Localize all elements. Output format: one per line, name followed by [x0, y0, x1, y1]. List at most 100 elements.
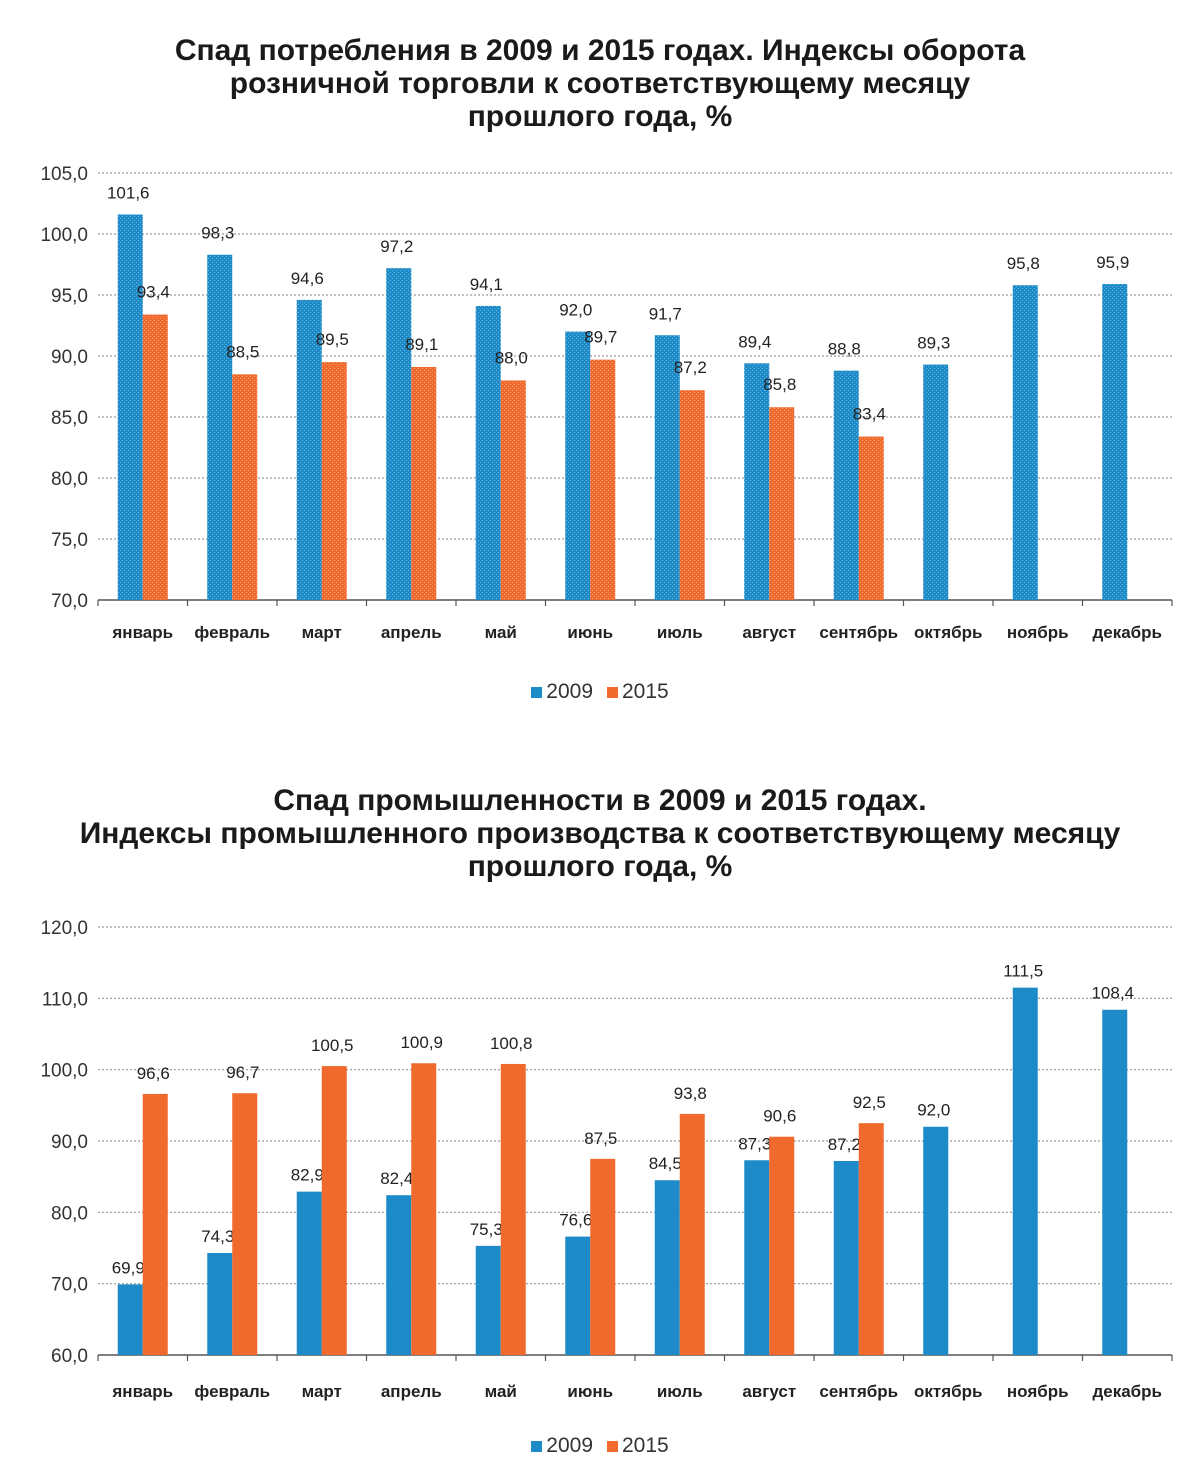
bar-2009	[296, 299, 322, 600]
legend-swatch-2009	[531, 1440, 543, 1452]
bar-2015	[232, 374, 258, 600]
y-tick-label: 70,0	[51, 1275, 88, 1296]
chart-1-title-line: прошлого года, %	[467, 100, 733, 133]
data-label-2009: 89,4	[738, 332, 771, 351]
x-category-label: август	[742, 1382, 796, 1401]
data-label-2015: 100,8	[490, 1034, 533, 1053]
data-label-2009: 69,9	[112, 1258, 145, 1277]
x-category-label: март	[302, 623, 342, 642]
data-label-2015: 83,4	[853, 405, 886, 424]
legend-swatch-2009	[531, 686, 543, 698]
chart-1-legend: 2009 2015	[0, 680, 1200, 704]
chart-2-title-line: Спад промышленности в 2009 и 2015 годах.	[273, 784, 927, 817]
x-category-label: ноябрь	[1007, 1382, 1069, 1401]
chart-1-title: Спад потребления в 2009 и 2015 годах. Ин…	[0, 34, 1200, 133]
industry-chart: 60,0 70,0 80,0 90,0 100,0 110,0 120,0 январь 69,…	[40, 918, 1173, 1401]
y-tick-label: 100,0	[40, 1061, 88, 1082]
legend-item-2009: 2009	[531, 1434, 593, 1458]
data-label-2009: 98,3	[201, 224, 234, 243]
data-label-2015: 92,5	[853, 1093, 886, 1112]
chart-2-title-line: Индексы промышленного производства к соо…	[79, 817, 1121, 850]
legend-item-2015: 2015	[607, 680, 669, 704]
y-tick-label: 95,0	[51, 286, 88, 307]
data-label-2009: 82,4	[380, 1169, 413, 1188]
data-label-2009: 97,2	[380, 237, 413, 256]
y-tick-label: 100,0	[40, 225, 88, 246]
bar-2009	[386, 268, 412, 600]
chart-1-title-line: Спад потребления в 2009 и 2015 годах. Ин…	[174, 34, 1026, 67]
data-label-2009: 88,8	[828, 340, 861, 359]
x-category-label: июль	[657, 1382, 703, 1401]
bar-2009	[923, 1126, 949, 1355]
bar-2009	[386, 1195, 412, 1355]
data-label-2009: 94,1	[470, 275, 503, 294]
data-label-2009: 108,4	[1091, 984, 1134, 1003]
data-label-2015: 88,5	[226, 342, 259, 361]
data-label-2015: 96,7	[226, 1063, 259, 1082]
x-category-label: июнь	[567, 623, 613, 642]
bar-2009	[923, 364, 949, 600]
data-label-2015: 90,6	[763, 1107, 796, 1126]
x-category-label: июнь	[567, 1382, 613, 1401]
retail-chart: 70,0 75,0 80,0 85,0 90,0 95,0 100,0 105,0 январь…	[40, 164, 1173, 642]
y-tick-label: 110,0	[42, 989, 88, 1010]
y-tick-label: 90,0	[51, 347, 88, 368]
x-category-label: декабрь	[1092, 1382, 1162, 1401]
x-category-label: октябрь	[914, 1382, 982, 1401]
bar-2009	[833, 1160, 859, 1355]
chart-2-title: Спад промышленности в 2009 и 2015 годах.…	[0, 784, 1200, 883]
data-label-2015: 100,9	[400, 1033, 443, 1052]
bar-2015	[858, 436, 884, 600]
legend-label-2015: 2015	[622, 680, 669, 703]
bar-2015	[679, 1113, 705, 1355]
x-category-label: апрель	[381, 623, 442, 642]
legend-label-2009: 2009	[546, 680, 593, 703]
chart-2-title-line: прошлого года, %	[467, 850, 733, 883]
y-tick-label: 90,0	[51, 1132, 88, 1153]
bar-2015	[679, 390, 705, 600]
bar-2015	[321, 1066, 347, 1355]
x-category-label: май	[485, 1382, 517, 1401]
bar-2015	[411, 366, 437, 600]
y-tick-label: 75,0	[51, 530, 88, 551]
y-tick-label: 70,0	[51, 591, 88, 612]
x-category-label: сентябрь	[819, 1382, 898, 1401]
x-category-label: январь	[111, 1382, 173, 1401]
bar-2015	[411, 1063, 437, 1355]
bar-2009	[1102, 1009, 1128, 1355]
y-tick-label: 80,0	[51, 1203, 88, 1224]
bar-2009	[833, 370, 859, 600]
bar-2009	[1102, 284, 1128, 600]
bar-2009	[1012, 285, 1038, 600]
data-label-2009: 92,0	[559, 301, 592, 320]
bar-2009	[654, 1180, 680, 1355]
bar-2009	[207, 254, 233, 600]
data-label-2015: 89,1	[405, 335, 438, 354]
y-tick-label: 60,0	[51, 1346, 88, 1367]
data-label-2015: 96,6	[137, 1064, 170, 1083]
data-label-2009: 92,0	[917, 1101, 950, 1120]
x-category-label: ноябрь	[1007, 623, 1069, 642]
bar-2009	[654, 335, 680, 600]
x-category-label: сентябрь	[819, 623, 898, 642]
legend-swatch-2015	[607, 686, 618, 698]
x-category-label: декабрь	[1092, 623, 1162, 642]
y-tick-label: 105,0	[40, 164, 88, 185]
bar-2015	[769, 1136, 795, 1355]
bar-2009	[475, 1245, 501, 1355]
bar-2015	[858, 1123, 884, 1355]
x-category-label: январь	[111, 623, 173, 642]
y-tick-label: 120,0	[40, 918, 88, 939]
data-label-2009: 74,3	[201, 1227, 234, 1246]
data-label-2009: 91,7	[649, 304, 682, 323]
bar-2015	[590, 359, 616, 600]
bar-2015	[232, 1093, 258, 1355]
y-tick-label: 85,0	[51, 408, 88, 429]
bar-2015	[142, 314, 168, 600]
x-category-label: июль	[657, 623, 703, 642]
data-label-2015: 88,0	[495, 348, 528, 367]
data-label-2009: 95,9	[1096, 253, 1129, 272]
data-label-2009: 75,3	[470, 1220, 503, 1239]
data-label-2015: 93,8	[674, 1084, 707, 1103]
x-category-label: март	[302, 1382, 342, 1401]
